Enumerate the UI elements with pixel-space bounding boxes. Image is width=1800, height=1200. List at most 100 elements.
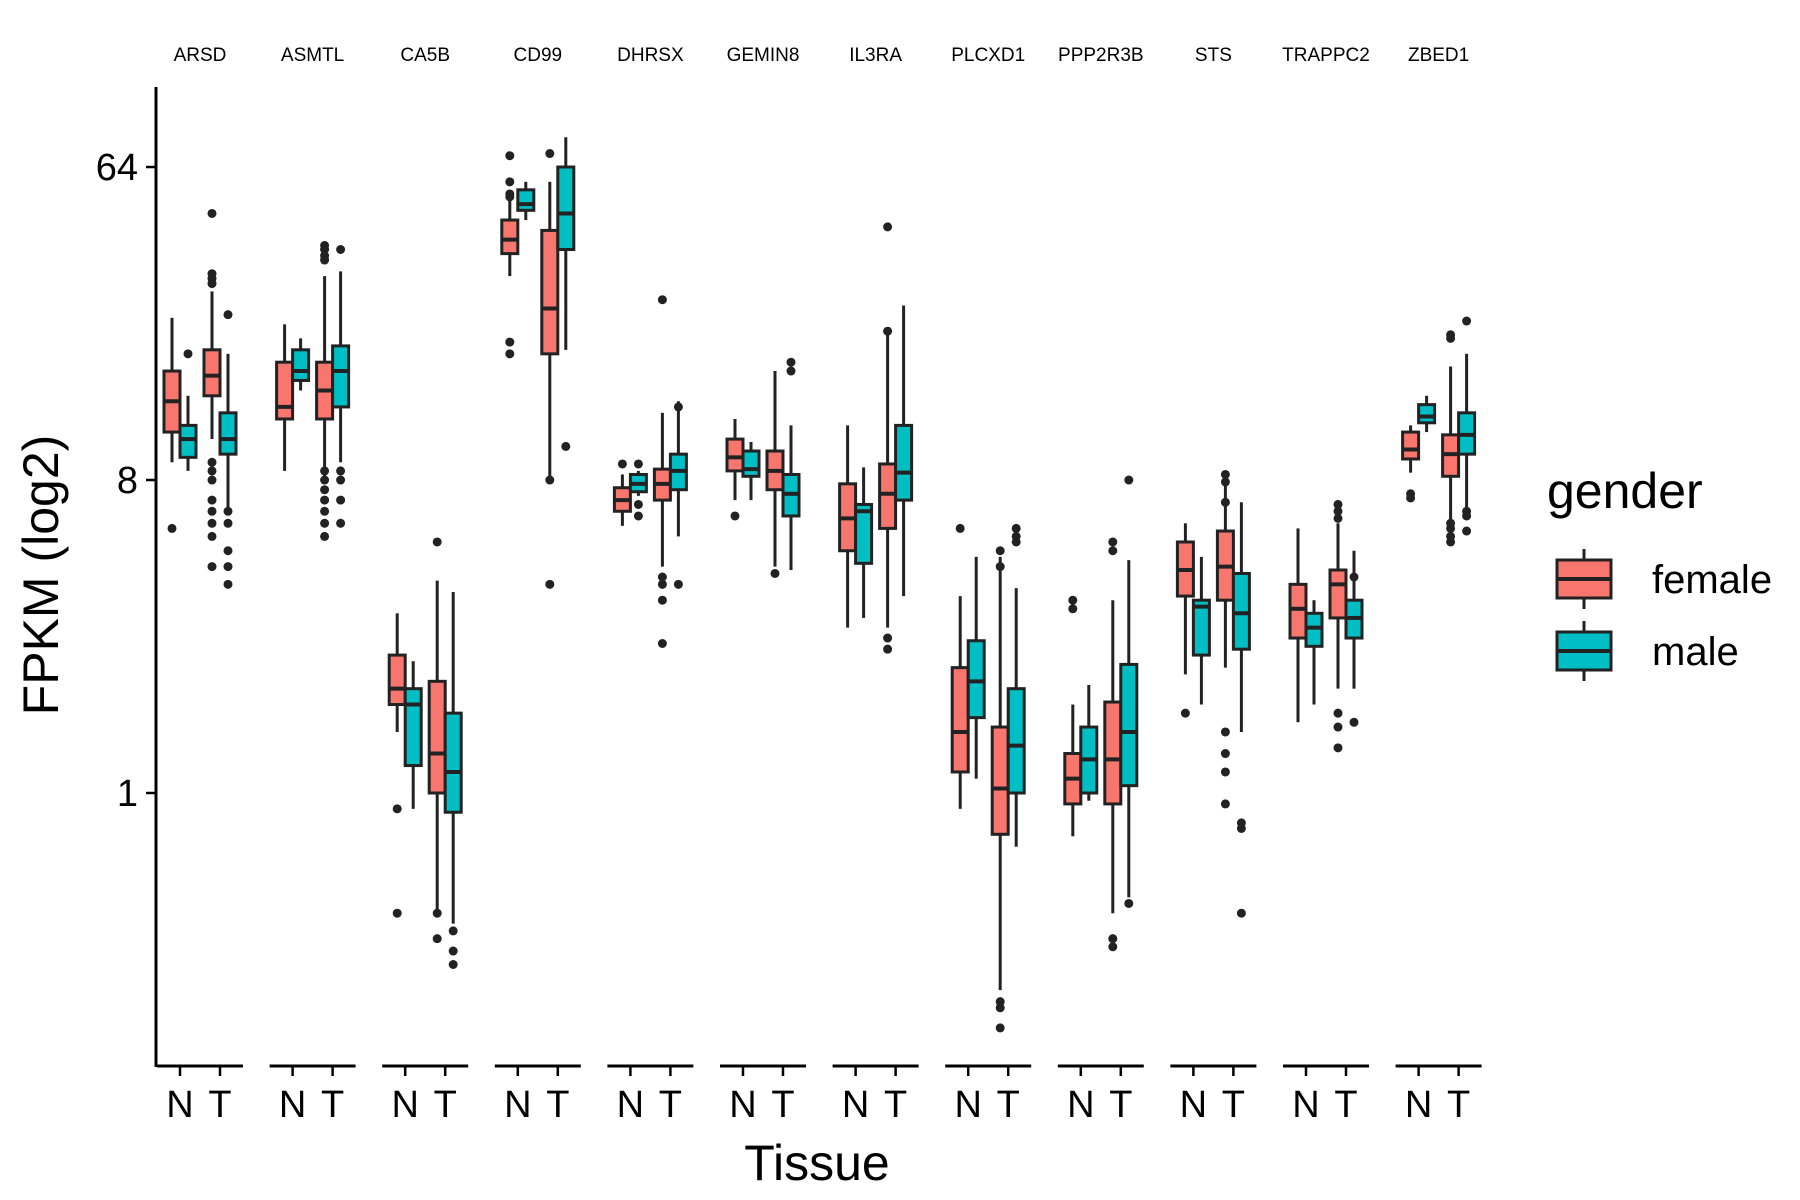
- facet-label: CD99: [514, 45, 563, 66]
- outlier-point: [320, 255, 330, 265]
- outlier-point: [223, 310, 233, 320]
- box-CA5B-T-female: [427, 537, 447, 944]
- box-ASMTL-T-male: [331, 244, 351, 528]
- outlier-point: [1220, 799, 1230, 809]
- box-CA5B-N-male: [403, 661, 423, 809]
- outlier-point: [673, 579, 683, 589]
- facet-label: PPP2R3B: [1058, 45, 1144, 66]
- outlier-point: [1349, 717, 1359, 727]
- box-CA5B-N-female: [387, 613, 407, 918]
- box-body: [178, 423, 198, 459]
- box-ZBED1-T-male: [1457, 316, 1477, 536]
- outlier-point: [223, 546, 233, 556]
- outlier-point: [561, 441, 571, 451]
- box-body: [500, 218, 520, 256]
- box-PPP2R3B-T-female: [1103, 537, 1123, 952]
- outlier-point: [1220, 767, 1230, 777]
- box-body: [427, 679, 447, 795]
- box-DHRSX-N-male: [628, 459, 648, 521]
- outlier-point: [505, 337, 515, 347]
- box-IL3RA-T-female: [878, 222, 898, 654]
- box-ARSD-T-male: [218, 310, 238, 589]
- box-body: [878, 462, 898, 530]
- outlier-point: [505, 192, 515, 202]
- x-tick-label: T: [1334, 1084, 1357, 1126]
- outlier-point: [1406, 493, 1416, 503]
- outlier-point: [1446, 333, 1456, 343]
- plot-area: [162, 137, 1477, 1033]
- outlier-point: [995, 1003, 1005, 1013]
- box-PLCXD1-N-male: [966, 556, 986, 779]
- outlier-point: [995, 562, 1005, 572]
- outlier-point: [955, 523, 965, 533]
- y-axis-title: FPKM (log2): [13, 435, 69, 716]
- box-body: [1328, 568, 1348, 620]
- box-STS-T-male: [1231, 502, 1251, 918]
- outlier-point: [1220, 469, 1230, 479]
- y-tick-label: 8: [117, 460, 138, 502]
- outlier-point: [505, 349, 515, 359]
- box-body: [1191, 598, 1211, 657]
- box-TRAPPC2-N-male: [1304, 600, 1324, 705]
- box-ARSD-T-female: [202, 208, 222, 572]
- x-tick-label: N: [279, 1084, 306, 1126]
- outlier-point: [1011, 537, 1021, 547]
- box-body: [1417, 403, 1437, 425]
- outlier-point: [657, 595, 667, 605]
- outlier-point: [1446, 537, 1456, 547]
- outlier-point: [770, 568, 780, 578]
- outlier-point: [207, 279, 217, 289]
- box-IL3RA-T-male: [894, 305, 914, 597]
- box-body: [387, 653, 407, 707]
- facet-label: TRAPPC2: [1282, 45, 1370, 66]
- box-body: [331, 344, 351, 409]
- outlier-point: [545, 149, 555, 159]
- outlier-point: [223, 579, 233, 589]
- outlier-point: [657, 638, 667, 648]
- x-tick-label: N: [1292, 1084, 1319, 1126]
- x-tick-label: N: [617, 1084, 644, 1126]
- outlier-point: [392, 908, 402, 918]
- legend: gender female male: [1547, 463, 1772, 681]
- box-body: [275, 360, 295, 421]
- box-DHRSX-T-male: [668, 401, 688, 589]
- outlier-point: [617, 459, 627, 469]
- box-GEMIN8-T-female: [765, 371, 785, 578]
- x-tick-label: T: [659, 1084, 682, 1126]
- box-body: [894, 423, 914, 502]
- box-body: [1401, 430, 1421, 461]
- outlier-point: [1333, 708, 1343, 718]
- outlier-point: [448, 946, 458, 956]
- x-tick-label: N: [166, 1084, 193, 1126]
- outlier-point: [207, 495, 217, 505]
- outlier-point: [1236, 823, 1246, 833]
- outlier-point: [633, 499, 643, 509]
- facet-label: DHRSX: [617, 45, 684, 66]
- outlier-point: [320, 485, 330, 495]
- outlier-point: [1108, 546, 1118, 556]
- outlier-point: [320, 506, 330, 516]
- outlier-point: [320, 531, 330, 541]
- box-CD99-T-male: [556, 137, 576, 451]
- outlier-point: [995, 1023, 1005, 1033]
- outlier-point: [223, 518, 233, 528]
- box-body: [1304, 611, 1324, 648]
- x-tick-label: T: [884, 1084, 907, 1126]
- outlier-point: [1333, 506, 1343, 516]
- box-PPP2R3B-T-male: [1119, 475, 1139, 908]
- x-axis-title: Tissue: [744, 1135, 889, 1191]
- outlier-point: [545, 475, 555, 485]
- x-tick-label: N: [954, 1084, 981, 1126]
- outlier-point: [432, 934, 442, 944]
- outlier-point: [883, 222, 893, 232]
- x-tick-label: N: [1405, 1084, 1432, 1126]
- outlier-point: [1108, 934, 1118, 944]
- box-body: [1119, 662, 1139, 788]
- outlier-point: [336, 475, 346, 485]
- outlier-point: [505, 151, 515, 161]
- outlier-point: [1068, 604, 1078, 614]
- legend-item-female: female: [1555, 549, 1772, 609]
- facet-label: ARSD: [174, 45, 227, 66]
